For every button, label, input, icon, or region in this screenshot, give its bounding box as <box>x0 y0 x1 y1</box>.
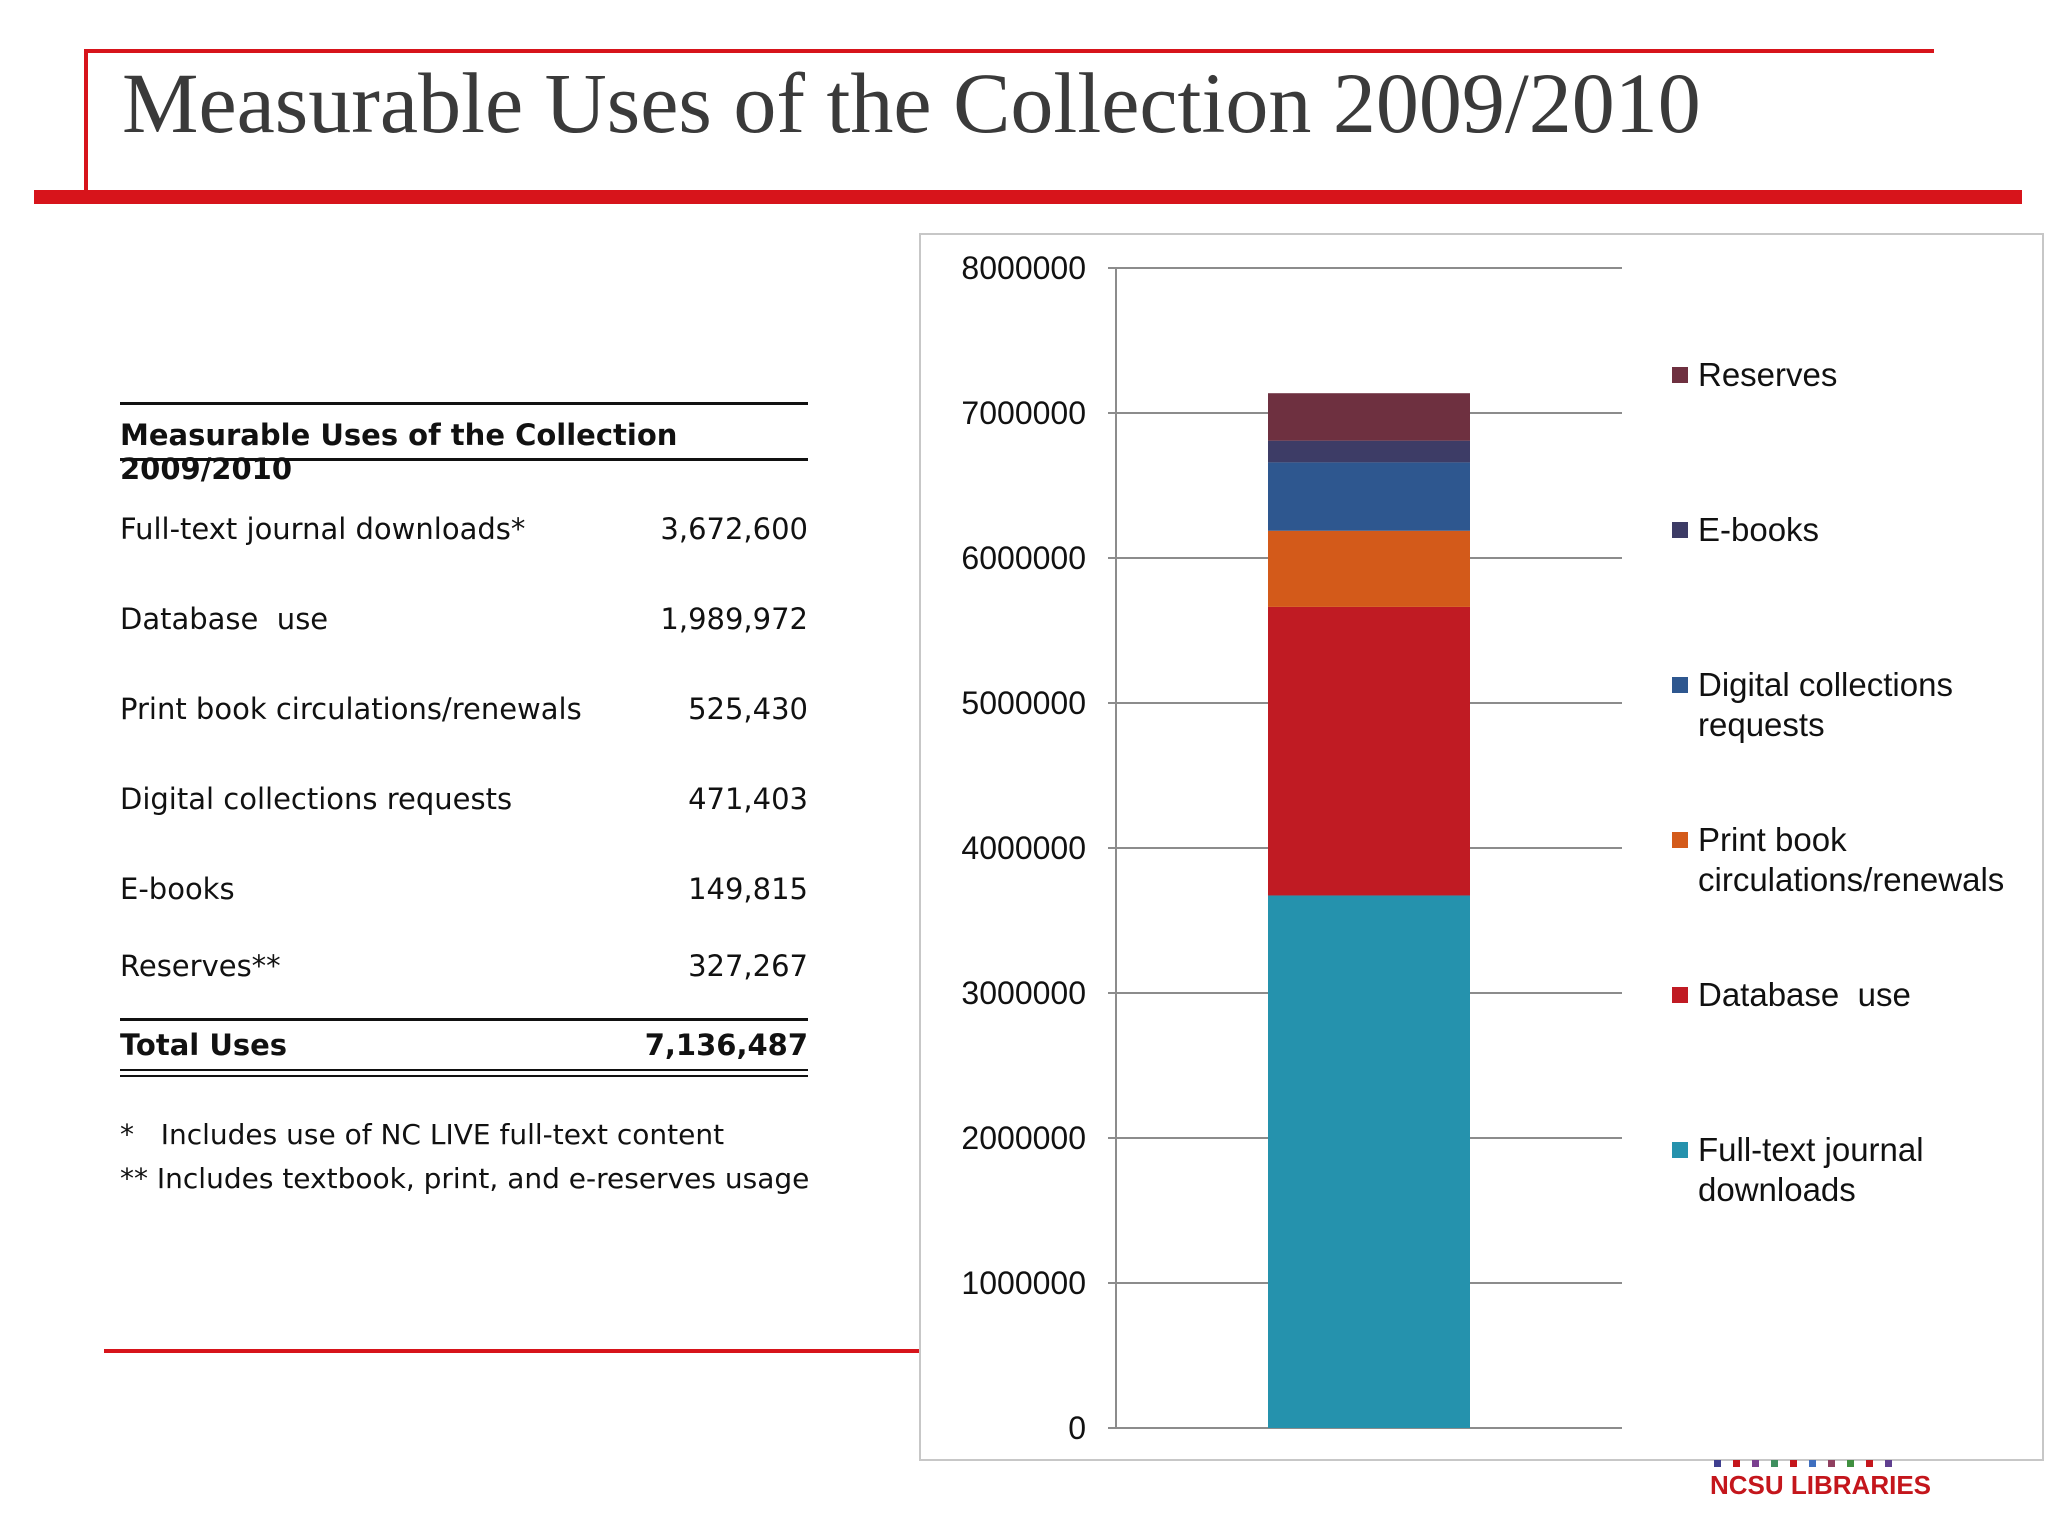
table-rows: Full-text journal downloads* 3,672,600 D… <box>120 461 808 998</box>
legend-item: Full-text journal downloads <box>1672 1130 2028 1210</box>
table-row: E-books 149,815 <box>120 844 808 934</box>
stats-table: Measurable Uses of the Collection 2009/2… <box>120 402 810 1201</box>
y-tick-label: 8000000 <box>961 250 1086 286</box>
legend-label: Reserves <box>1698 356 1838 393</box>
row-value: 471,403 <box>688 782 808 816</box>
row-value: 149,815 <box>688 872 808 906</box>
table-top-rule <box>120 402 808 405</box>
logo-text: NCSU LIBRARIES <box>1710 1470 1932 1500</box>
y-tick-label: 1000000 <box>961 1265 1086 1301</box>
row-value: 3,672,600 <box>660 512 808 546</box>
legend-swatch <box>1672 677 1688 693</box>
legend-label: Digital collections requests <box>1698 666 1963 743</box>
logo-dot <box>1809 1460 1816 1467</box>
ncsu-libraries-logo: NCSU LIBRARIES <box>1710 1460 1932 1502</box>
bar-segment <box>1268 895 1470 1428</box>
legend-label: Full-text journal downloads <box>1698 1131 1933 1208</box>
legend-item: Reserves <box>1672 355 2028 395</box>
table-row: Database use 1,989,972 <box>120 574 808 664</box>
logo-dot <box>1866 1460 1873 1467</box>
legend-swatch <box>1672 987 1688 1003</box>
table-row: Print book circulations/renewals 525,430 <box>120 664 808 754</box>
table-row: Full-text journal downloads* 3,672,600 <box>120 484 808 574</box>
row-label: Print book circulations/renewals <box>120 692 582 726</box>
legend-swatch <box>1672 522 1688 538</box>
footnote: * Includes use of NC LIVE full-text cont… <box>120 1118 725 1151</box>
y-tick-label: 0 <box>1068 1410 1086 1446</box>
y-tick-label: 3000000 <box>961 975 1086 1011</box>
table-notes: * Includes use of NC LIVE full-text cont… <box>120 1077 810 1201</box>
y-tick-label: 4000000 <box>961 830 1086 866</box>
total-label: Total Uses <box>120 1028 288 1062</box>
legend-label: Print book circulations/renewals <box>1698 821 2005 898</box>
logo-dot <box>1828 1460 1835 1467</box>
legend-swatch <box>1672 832 1688 848</box>
logo-dot <box>1714 1460 1721 1467</box>
table-row: Digital collections requests 471,403 <box>120 754 808 844</box>
total-value: 7,136,487 <box>644 1028 808 1062</box>
table-total-row: Total Uses 7,136,487 <box>120 1021 808 1069</box>
row-label: Database use <box>120 602 329 636</box>
row-value: 327,267 <box>688 949 808 983</box>
bar-segment <box>1268 440 1470 463</box>
legend-item: Database use <box>1672 975 2028 1015</box>
row-label: E-books <box>120 872 235 906</box>
logo-dot <box>1733 1460 1740 1467</box>
legend-item: Print book circulations/renewals <box>1672 820 2028 900</box>
title-rule <box>34 190 2022 204</box>
logo-dot <box>1771 1460 1778 1467</box>
legend-swatch <box>1672 367 1688 383</box>
row-label: Full-text journal downloads* <box>120 512 526 546</box>
row-label: Reserves** <box>120 949 281 983</box>
bar-segment <box>1268 606 1470 896</box>
y-tick-label: 5000000 <box>961 685 1086 721</box>
title-frame-top <box>84 49 1934 53</box>
y-tick-label: 2000000 <box>961 1120 1086 1156</box>
legend-swatch <box>1672 1142 1688 1158</box>
logo-dot <box>1885 1460 1892 1467</box>
table-heading-rule <box>120 458 808 461</box>
legend-label: E-books <box>1698 511 1820 548</box>
legend-item: E-books <box>1672 510 2028 550</box>
title-frame-left <box>84 49 88 191</box>
y-tick-label: 7000000 <box>961 395 1086 431</box>
logo-dots <box>1714 1460 1905 1468</box>
legend-item: Digital collections requests <box>1672 665 2028 745</box>
row-value: 525,430 <box>688 692 808 726</box>
bar-segment <box>1268 530 1470 607</box>
table-row: Reserves** 327,267 <box>120 934 808 998</box>
row-value: 1,989,972 <box>660 602 808 636</box>
logo-dot <box>1790 1460 1797 1467</box>
footnote: ** Includes textbook, print, and e-reser… <box>120 1162 810 1195</box>
total-double-rule <box>120 1069 808 1077</box>
legend-label: Database use <box>1698 976 1911 1013</box>
y-tick-label: 6000000 <box>961 540 1086 576</box>
logo-dot <box>1752 1460 1759 1467</box>
slide-title: Measurable Uses of the Collection 2009/2… <box>122 55 1701 151</box>
bar-segment <box>1268 462 1470 531</box>
row-label: Digital collections requests <box>120 782 513 816</box>
logo-dot <box>1847 1460 1854 1467</box>
table-heading: Measurable Uses of the Collection 2009/2… <box>120 418 678 486</box>
total-top-rule <box>120 1018 808 1021</box>
bar-segment <box>1268 393 1470 441</box>
footer-rule <box>104 1349 924 1353</box>
